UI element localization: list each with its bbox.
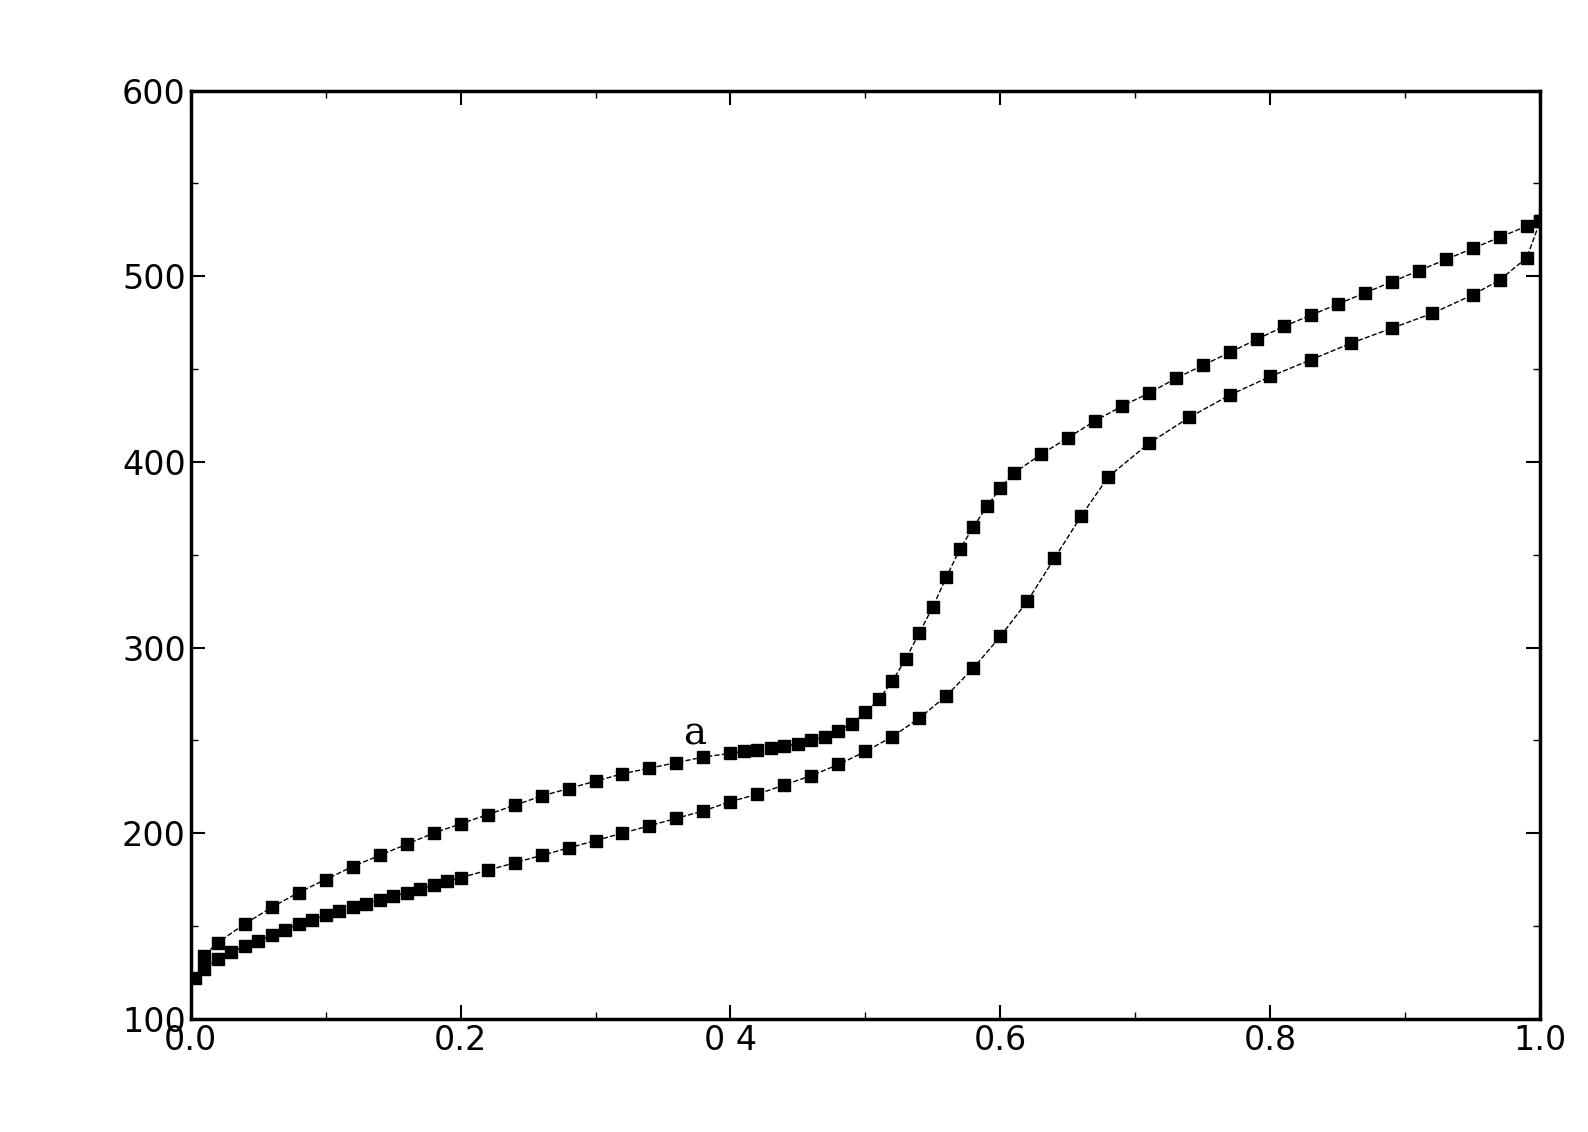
Text: a: a	[683, 715, 707, 752]
